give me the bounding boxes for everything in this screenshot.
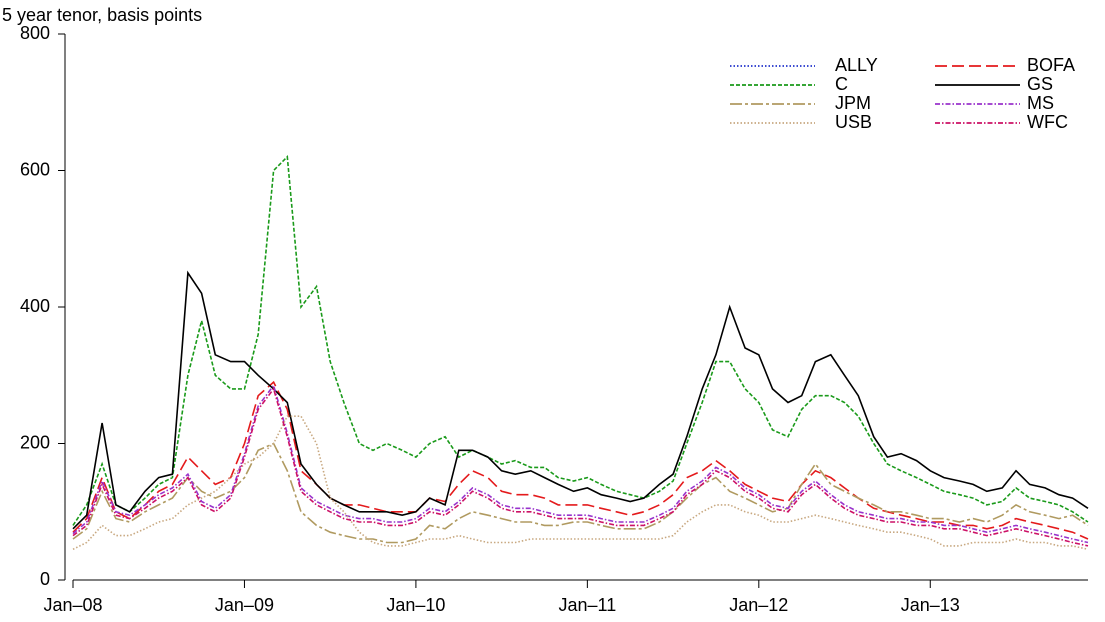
legend-label: WFC: [1027, 112, 1068, 132]
legend-label: USB: [835, 112, 872, 132]
legend-label: JPM: [835, 93, 871, 113]
series-line: [72, 155, 1089, 526]
x-tick-label: Jan–13: [901, 595, 960, 615]
y-tick-label: 0: [40, 569, 50, 589]
y-axis-label: 5 year tenor, basis points: [2, 5, 202, 25]
x-tick-label: Jan–08: [43, 595, 102, 615]
legend-label: MS: [1027, 93, 1054, 113]
legend-label: BOFA: [1027, 55, 1075, 75]
series-line: [72, 270, 1089, 530]
legend-label: C: [835, 74, 848, 94]
y-tick-label: 600: [20, 159, 50, 179]
series-line: [72, 380, 1089, 540]
y-tick-label: 400: [20, 296, 50, 316]
y-tick-label: 800: [20, 23, 50, 43]
x-tick-label: Jan–09: [215, 595, 274, 615]
series-line: [72, 387, 1089, 547]
legend-label: ALLY: [835, 55, 878, 75]
x-tick-label: Jan–10: [386, 595, 445, 615]
legend-label: GS: [1027, 74, 1053, 94]
series-line: [72, 383, 1089, 544]
y-tick-label: 200: [20, 432, 50, 452]
series-line: [72, 442, 1089, 544]
series-line: [72, 415, 1089, 551]
x-tick-label: Jan–11: [558, 595, 616, 615]
x-tick-label: Jan–12: [729, 595, 788, 615]
